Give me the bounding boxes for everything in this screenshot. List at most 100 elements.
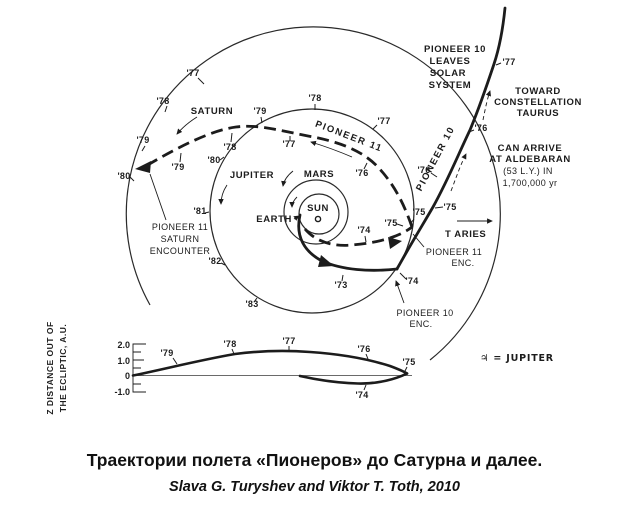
pioneer10-enc-label-line: ENC. <box>409 319 432 329</box>
caption-credit: Slava G. Turyshev and Viktor T. Toth, 20… <box>169 479 460 495</box>
year-label: '75 <box>443 202 456 212</box>
mars-label: MARS <box>304 169 334 180</box>
year-tick <box>396 223 404 227</box>
year-tick <box>253 297 258 303</box>
year-label: '73 <box>334 280 347 290</box>
z-distance-chart: 2.0 1.0 0 -1.0 Z DISTANCE OUT OF THE ECL… <box>45 321 415 414</box>
year-tick <box>197 77 205 85</box>
year-label: '77 <box>282 139 295 149</box>
year-tick <box>372 124 378 130</box>
year-tick <box>179 152 182 163</box>
year-label: '83 <box>245 299 258 309</box>
leaves-label-line: PIONEER 10 <box>424 44 486 55</box>
y-tick-label: 2.0 <box>117 340 130 350</box>
year-tick <box>260 116 263 124</box>
year-tick <box>219 156 225 161</box>
chart-year-label: '78 <box>223 339 236 349</box>
pioneer11-track-label: PIONEER 11 <box>314 119 385 155</box>
year-label: '76 <box>417 165 430 175</box>
aldebaran-label-line: 1,700,000 yr <box>503 178 558 188</box>
chart-year-label: '76 <box>357 344 370 354</box>
pioneer11-direction-arrowhead <box>388 237 402 249</box>
taurus-label-line: CONSTELLATION <box>494 97 582 108</box>
saturn-encounter-arrowhead <box>135 161 151 173</box>
pioneer11-trajectory-return <box>145 124 414 228</box>
year-tick <box>141 145 146 152</box>
year-tick <box>363 384 367 391</box>
pioneer10-track-label: PIONEER 10 <box>414 124 457 193</box>
leaves-label-line: SYSTEM <box>429 80 472 91</box>
y-axis-label-line: THE ECLIPTIC, A.U. <box>58 324 68 413</box>
year-tick <box>399 272 407 280</box>
leaves-label-line: SOLAR <box>430 68 466 79</box>
year-label: '75 <box>384 218 397 228</box>
taurus-label-line: TAURUS <box>517 108 559 119</box>
year-label: '75 <box>412 207 425 217</box>
y-tick-label: 0 <box>125 371 130 381</box>
y-axis-label-line: Z DISTANCE OUT OF <box>45 321 55 414</box>
year-tick <box>231 348 235 355</box>
year-label: '82 <box>208 256 221 266</box>
trajectory-diagram: SUN EARTH MARS JUPITER SATURN PIONEER 11… <box>45 6 582 415</box>
year-tick <box>363 162 368 170</box>
chart-curve-pioneer10 <box>298 372 409 385</box>
pioneer10-trajectory-outbound <box>297 213 399 272</box>
jupiter-orbit-path <box>209 108 415 314</box>
year-tick <box>434 206 444 209</box>
year-tick <box>495 62 502 66</box>
aries-label: T ARIES <box>445 229 486 240</box>
earth-motion-arrow <box>289 196 298 208</box>
sun-dot <box>314 215 322 223</box>
escape-arrow <box>450 153 467 192</box>
pioneer11-enc-leader <box>412 233 425 248</box>
chart-year-label: '79 <box>160 348 173 358</box>
saturn-label: SATURN <box>191 106 233 117</box>
aldebaran-label-line: (53 L.Y.) IN <box>503 166 553 176</box>
saturn-encounter-leader <box>149 173 167 221</box>
earth-label: EARTH <box>256 214 292 225</box>
year-label: '79 <box>171 162 184 172</box>
chart-year-label: '77 <box>282 336 295 346</box>
pioneer11-return-arrow <box>310 140 353 158</box>
mars-orbit-path <box>283 179 349 245</box>
year-tick <box>172 357 178 365</box>
year-tick <box>204 211 210 214</box>
year-label: '76 <box>474 123 487 133</box>
pioneer11-saturn-enc-label-line: SATURN <box>161 234 200 244</box>
year-label: '81 <box>193 206 206 216</box>
year-tick <box>220 262 226 266</box>
saturn-motion-arrow <box>176 116 198 135</box>
annotations: PIONEER 10 LEAVES SOLAR SYSTEM TOWARD CO… <box>150 44 582 364</box>
year-tick <box>468 129 475 133</box>
earth-pointer-arrow <box>293 215 300 221</box>
year-label: '74 <box>357 225 370 235</box>
year-label: '77 <box>377 116 390 126</box>
chart-curve-pioneer11 <box>131 349 409 377</box>
chart-year-label: '74 <box>355 390 368 400</box>
year-label: '80 <box>117 171 130 181</box>
aldebaran-label-line: AT ALDEBARAN <box>489 154 571 165</box>
trajectories <box>135 6 507 272</box>
pioneer10-direction-arrowhead <box>318 255 334 267</box>
year-tick <box>341 274 344 282</box>
caption-title: Траектории полета «Пионеров» до Сатурна … <box>86 450 543 470</box>
pioneer11-enc-label-line: ENC. <box>451 258 474 268</box>
chart-year-label: '75 <box>402 357 415 367</box>
year-tick <box>430 172 438 178</box>
sun-label: SUN <box>307 203 329 214</box>
year-label: '80 <box>207 155 220 165</box>
year-label: '78 <box>156 96 169 106</box>
earth-orbit-path <box>298 193 340 235</box>
year-label: '79 <box>136 135 149 145</box>
mars-motion-arrow <box>281 170 294 187</box>
year-tick <box>364 235 367 243</box>
year-label: '79 <box>253 106 266 116</box>
year-label: '78 <box>223 142 236 152</box>
pioneer10-enc-leader-arrow <box>395 280 405 304</box>
year-tick <box>164 105 168 113</box>
year-label: '74 <box>405 276 418 286</box>
pioneer11-saturn-enc-label-line: PIONEER 11 <box>152 222 208 232</box>
pioneer10-trajectory-escape <box>395 6 507 271</box>
year-label: '77 <box>502 57 515 67</box>
